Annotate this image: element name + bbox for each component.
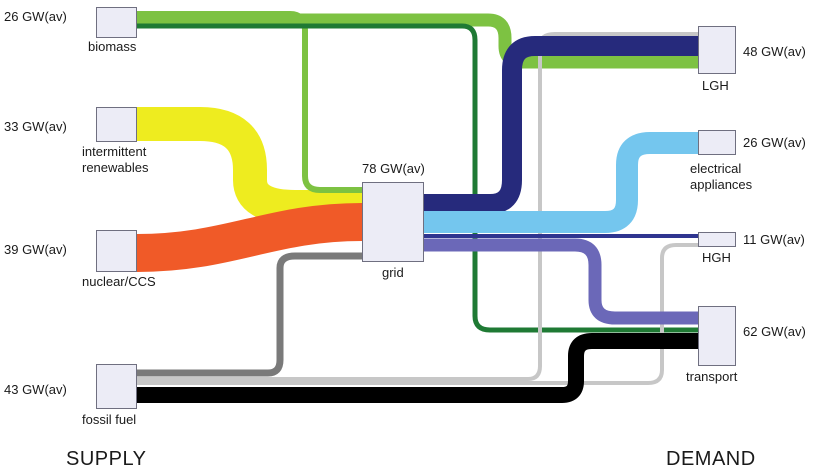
grid-value: 78 GW(av): [362, 161, 425, 176]
flow-nuclear-to-grid: [136, 203, 363, 272]
fossil-label: fossil fuel: [82, 412, 137, 427]
flow-grid-to-electrical-appliances: [424, 132, 698, 233]
supply-heading: SUPPLY: [66, 448, 147, 470]
node-grid: [362, 182, 424, 262]
renewables-value: 33 GW(av): [4, 119, 67, 134]
electrical-label-line1: electrical: [690, 161, 742, 176]
electrical-value: 26 GW(av): [743, 135, 806, 150]
hgh-value: 11 GW(av): [743, 232, 805, 247]
node-transport: [698, 306, 736, 366]
flow-grid-to-lgh: [424, 36, 698, 214]
demand-heading: DEMAND: [666, 448, 756, 470]
flow-fossil-to-lgh: [137, 32, 698, 381]
lgh-value: 48 GW(av): [743, 44, 806, 59]
node-biomass: [96, 7, 137, 38]
flow-biomass-to-transport: [137, 23, 698, 333]
node-electrical-appliances: [698, 130, 736, 155]
flow-fossil-to-grid: [137, 252, 362, 377]
transport-label: transport: [686, 369, 738, 384]
flow-fossil-to-transport: [137, 333, 698, 403]
grid-label: grid: [382, 265, 404, 280]
biomass-label: biomass: [88, 39, 137, 54]
flow-grid-to-transport: [424, 238, 698, 325]
nuclear-label: nuclear/CCS: [82, 274, 156, 289]
nuclear-value: 39 GW(av): [4, 242, 67, 257]
renewables-label-line2: renewables: [82, 160, 149, 175]
biomass-value: 26 GW(av): [4, 9, 67, 24]
node-lgh: [698, 26, 736, 74]
lgh-label: LGH: [702, 78, 729, 93]
hgh-label: HGH: [702, 250, 731, 265]
renewables-label-line1: intermittent: [82, 144, 147, 159]
node-intermittent-renewables: [96, 107, 137, 142]
node-nuclear-ccs: [96, 230, 137, 272]
transport-value: 62 GW(av): [743, 324, 806, 339]
fossil-value: 43 GW(av): [4, 382, 67, 397]
flow-renewables-to-grid: [137, 107, 362, 224]
node-hgh: [698, 232, 736, 247]
electrical-label-line2: appliances: [690, 177, 753, 192]
node-fossil-fuel: [96, 364, 137, 409]
